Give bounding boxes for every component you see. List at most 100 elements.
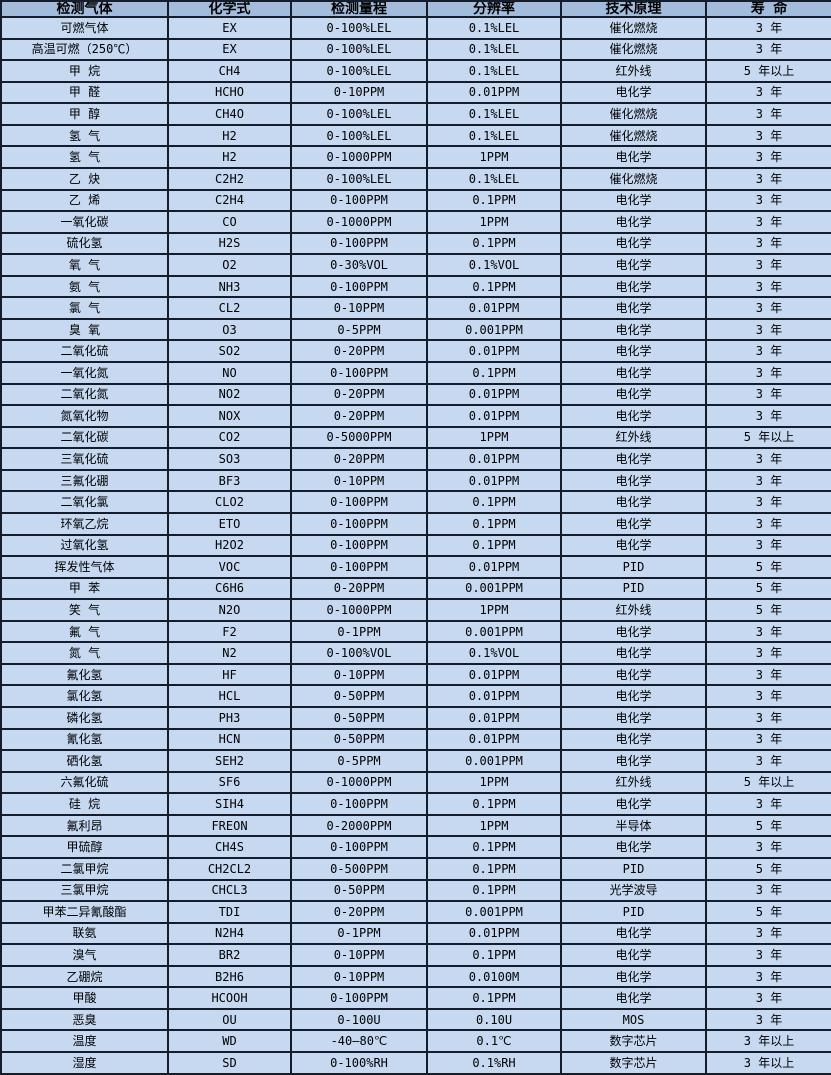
cell-resolution: 0.01PPM (426, 296, 562, 320)
cell-technical-principle: 电化学 (560, 749, 707, 773)
cell-gas-name: 甲酸 (0, 986, 169, 1010)
table-row: 联氨 N2H4 0-1PPM 0.01PPM 电化学 3 年 (0, 921, 831, 946)
cell-technical-principle: 电化学 (560, 684, 707, 708)
cell-gas-name: 三氧化硫 (0, 447, 169, 471)
table-row: 氯 气 CL2 0-10PPM 0.01PPM 电化学 3 年 (0, 296, 831, 320)
cell-lifespan: 5 年 (705, 598, 831, 622)
cell-chemical-formula: CH4 (167, 59, 292, 83)
cell-gas-name: 氢 气 (0, 123, 169, 148)
cell-detection-range: 0-100PPM (290, 361, 428, 385)
cell-chemical-formula: CH4S (167, 835, 292, 859)
table-row: 氮氧化物 NOX 0-20PPM 0.01PPM 电化学 3 年 (0, 404, 831, 428)
cell-technical-principle: 半导体 (560, 813, 707, 838)
cell-lifespan: 3 年以上 (705, 1051, 831, 1075)
cell-resolution: 0.1%VOL (426, 641, 562, 665)
cell-gas-name: 联氨 (0, 921, 169, 946)
cell-chemical-formula: OU (167, 1007, 292, 1032)
cell-detection-range: 0-100PPM (290, 555, 428, 579)
table-row: 臭 氧 O3 0-5PPM 0.001PPM 电化学 3 年 (0, 317, 831, 342)
cell-technical-principle: 红外线 (560, 425, 707, 450)
table-row: 氟化氢 HF 0-10PPM 0.01PPM 电化学 3 年 (0, 662, 831, 687)
cell-technical-principle: 红外线 (560, 59, 707, 83)
cell-resolution: 1PPM (426, 425, 562, 450)
cell-lifespan: 3 年 (705, 706, 831, 730)
cell-detection-range: 0-1000PPM (290, 598, 428, 622)
cell-lifespan: 3 年 (705, 490, 831, 514)
cell-resolution: 0.1PPM (426, 943, 562, 967)
header-cell-range: 检测量程 (290, 0, 428, 18)
cell-chemical-formula: CO (167, 210, 292, 234)
cell-lifespan: 5 年以上 (705, 59, 831, 83)
cell-gas-name: 二氧化氯 (0, 490, 169, 514)
cell-resolution: 0.1PPM (426, 986, 562, 1010)
cell-gas-name: 硒化氢 (0, 749, 169, 773)
cell-chemical-formula: HCOOH (167, 986, 292, 1010)
cell-gas-name: 挥发性气体 (0, 555, 169, 579)
table-row: 乙 炔 C2H2 0-100%LEL 0.1%LEL 催化燃烧 3 年 (0, 166, 831, 191)
cell-technical-principle: 电化学 (560, 641, 707, 665)
cell-resolution: 0.1PPM (426, 188, 562, 213)
table-row: 氨 气 NH3 0-100PPM 0.1PPM 电化学 3 年 (0, 274, 831, 299)
table-row: 氮 气 N2 0-100%VOL 0.1%VOL 电化学 3 年 (0, 641, 831, 665)
cell-lifespan: 3 年 (705, 339, 831, 363)
cell-resolution: 0.1PPM (426, 878, 562, 903)
table-row: 过氧化氢 H2O2 0-100PPM 0.1PPM 电化学 3 年 (0, 533, 831, 558)
cell-lifespan: 3 年 (705, 964, 831, 989)
cell-detection-range: 0-10PPM (290, 468, 428, 493)
cell-gas-name: 笑 气 (0, 598, 169, 622)
cell-resolution: 0.01PPM (426, 684, 562, 708)
table-row: 溴气 BR2 0-10PPM 0.1PPM 电化学 3 年 (0, 943, 831, 967)
cell-detection-range: 0-50PPM (290, 727, 428, 752)
table-row: 氟利昂 FREON 0-2000PPM 1PPM 半导体 5 年 (0, 813, 831, 838)
table-row: 六氟化硫 SF6 0-1000PPM 1PPM 红外线 5 年以上 (0, 770, 831, 795)
cell-detection-range: 0-20PPM (290, 339, 428, 363)
cell-technical-principle: 电化学 (560, 274, 707, 299)
cell-detection-range: 0-10PPM (290, 943, 428, 967)
cell-detection-range: 0-2000PPM (290, 813, 428, 838)
cell-technical-principle: 电化学 (560, 296, 707, 320)
cell-resolution: 0.01PPM (426, 921, 562, 946)
cell-detection-range: 0-100PPM (290, 792, 428, 816)
cell-gas-name: 氮 气 (0, 641, 169, 665)
cell-technical-principle: 电化学 (560, 361, 707, 385)
cell-detection-range: 0-100%LEL (290, 166, 428, 191)
cell-technical-principle: 电化学 (560, 80, 707, 105)
cell-detection-range: 0-100PPM (290, 231, 428, 256)
cell-lifespan: 3 年 (705, 80, 831, 105)
cell-resolution: 0.01PPM (426, 80, 562, 105)
cell-resolution: 0.01PPM (426, 555, 562, 579)
cell-technical-principle: 电化学 (560, 339, 707, 363)
table-row: 一氧化碳 CO 0-1000PPM 1PPM 电化学 3 年 (0, 210, 831, 234)
cell-gas-name: 溴气 (0, 943, 169, 967)
cell-chemical-formula: SO2 (167, 339, 292, 363)
cell-chemical-formula: CLO2 (167, 490, 292, 514)
cell-detection-range: 0-5000PPM (290, 425, 428, 450)
cell-gas-name: 硫化氢 (0, 231, 169, 256)
cell-technical-principle: 电化学 (560, 253, 707, 277)
cell-technical-principle: 电化学 (560, 943, 707, 967)
cell-technical-principle: 催化燃烧 (560, 37, 707, 62)
cell-detection-range: 0-30%VOL (290, 253, 428, 277)
cell-resolution: 0.1%LEL (426, 16, 562, 40)
cell-technical-principle: 电化学 (560, 964, 707, 989)
cell-chemical-formula: NH3 (167, 274, 292, 299)
cell-lifespan: 3 年 (705, 662, 831, 687)
header-cell-gas: 检测气体 (0, 0, 169, 18)
cell-detection-range: 0-100%LEL (290, 59, 428, 83)
cell-resolution: 0.1%LEL (426, 102, 562, 126)
cell-gas-name: 甲 醛 (0, 80, 169, 105)
cell-resolution: 0.1PPM (426, 511, 562, 536)
cell-gas-name: 磷化氢 (0, 706, 169, 730)
cell-technical-principle: PID (560, 900, 707, 924)
table-row: 硫化氢 H2S 0-100PPM 0.1PPM 电化学 3 年 (0, 231, 831, 256)
cell-gas-name: 温度 (0, 1029, 169, 1053)
cell-gas-name: 氧 气 (0, 253, 169, 277)
cell-technical-principle: 催化燃烧 (560, 16, 707, 40)
cell-resolution: 0.1PPM (426, 856, 562, 881)
table-row: 挥发性气体 VOC 0-100PPM 0.01PPM PID 5 年 (0, 555, 831, 579)
cell-technical-principle: 电化学 (560, 662, 707, 687)
cell-detection-range: -40—80℃ (290, 1029, 428, 1053)
table-row: 温度 WD -40—80℃ 0.1℃ 数字芯片 3 年以上 (0, 1029, 831, 1053)
